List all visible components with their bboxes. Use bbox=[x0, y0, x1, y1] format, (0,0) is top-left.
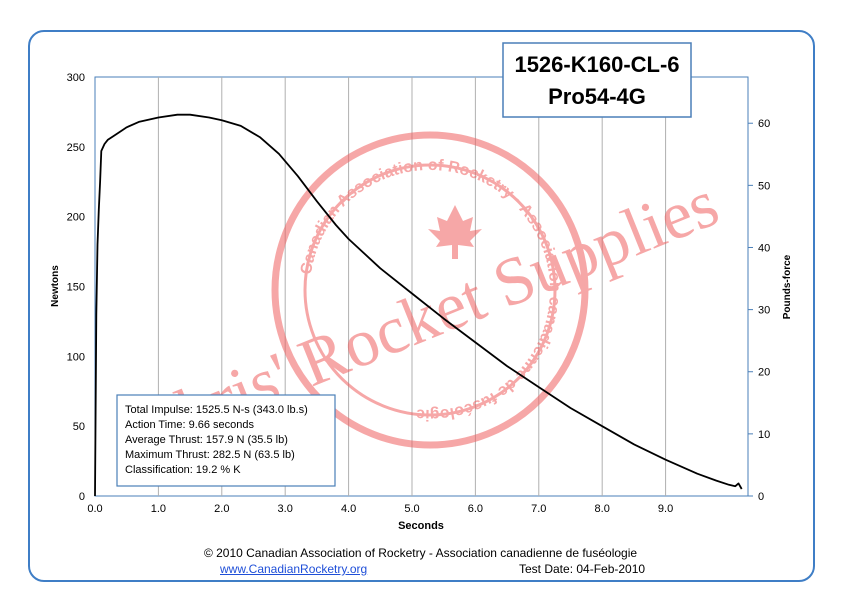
footer-copyright: © 2010 Canadian Association of Rocketry … bbox=[203, 546, 638, 560]
x-tick-label: 8.0 bbox=[595, 503, 610, 515]
watermark-seal-inner bbox=[303, 163, 557, 417]
thrust-curve bbox=[94, 113, 743, 497]
stat-maximum-thrust: Maximum Thrust: 282.5 N (63.5 lb) bbox=[125, 449, 295, 461]
chart-title-line2: Pro54-4G bbox=[548, 84, 646, 109]
x-tick-label: 0.0 bbox=[87, 503, 102, 515]
y2-tick-label: 40 bbox=[758, 242, 770, 254]
thrust-series-line bbox=[94, 113, 743, 497]
x-tick-label: 5.0 bbox=[404, 503, 419, 515]
y-tick-label: 300 bbox=[67, 72, 85, 84]
title-box bbox=[502, 42, 692, 118]
watermark-seal-outer bbox=[271, 131, 589, 449]
stat-average-thrust: Average Thrust: 157.9 N (35.5 lb) bbox=[125, 434, 288, 446]
x-tick-label: 3.0 bbox=[278, 503, 293, 515]
chart-frame bbox=[28, 30, 815, 582]
y2-tick-label: 50 bbox=[758, 180, 770, 192]
y-tick-label: 50 bbox=[73, 421, 85, 433]
stats-box bbox=[116, 394, 336, 487]
x-tick-label: 7.0 bbox=[531, 503, 546, 515]
footer-website-link[interactable]: www.CanadianRocketry.org bbox=[220, 562, 368, 576]
maple-leaf-icon bbox=[428, 205, 482, 259]
y-tick-label: 100 bbox=[67, 351, 85, 363]
stat-total-impulse: Total Impulse: 1525.5 N-s (343.0 lb.s) bbox=[125, 404, 308, 416]
y-tick-label: 200 bbox=[67, 212, 85, 224]
y2-tick-label: 60 bbox=[758, 118, 770, 130]
x-tick-label: 2.0 bbox=[214, 503, 229, 515]
footer-test-date: Test Date: 04-Feb-2010 bbox=[519, 562, 646, 576]
chart-title-line1: 1526-K160-CL-6 bbox=[514, 52, 679, 77]
x-tick-label: 1.0 bbox=[151, 503, 166, 515]
stat-classification: Classification: 19.2 % K bbox=[125, 464, 241, 476]
y2-tick-label: 0 bbox=[758, 491, 764, 503]
stat-action-time: Action Time: 9.66 seconds bbox=[125, 419, 255, 431]
x-tick-label: 6.0 bbox=[468, 503, 483, 515]
axes: 0.0 1.0 2.0 3.0 4.0 5.0 6.0 7.0 8.0 9.00501001502… bbox=[67, 72, 771, 515]
x-tick-label: 4.0 bbox=[341, 503, 356, 515]
y-axis-title: Newtons bbox=[50, 265, 61, 307]
y2-tick-label: 10 bbox=[758, 429, 770, 441]
x-axis-title: Seconds bbox=[398, 520, 444, 532]
y-tick-label: 250 bbox=[67, 142, 85, 154]
y-tick-label: 0 bbox=[79, 491, 85, 503]
y-tick-label: 150 bbox=[67, 282, 85, 294]
y2-tick-label: 20 bbox=[758, 367, 770, 379]
y2-tick-label: 30 bbox=[758, 305, 770, 317]
y2-axis-title: Pounds-force bbox=[782, 254, 793, 319]
x-tick-label: 9.0 bbox=[658, 503, 673, 515]
